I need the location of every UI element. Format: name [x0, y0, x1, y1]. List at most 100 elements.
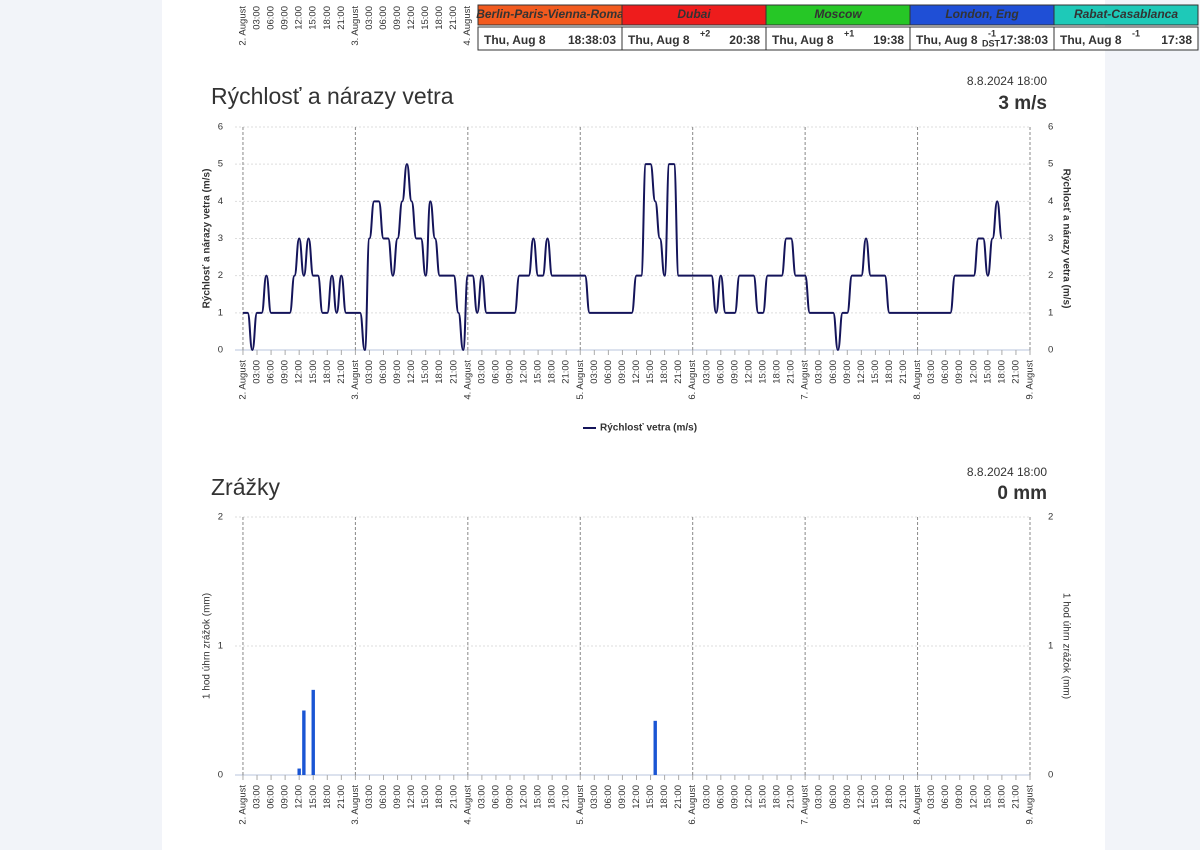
x-tick-label: 03:00 [364, 360, 375, 384]
x-tick-label: 09:00 [280, 6, 291, 30]
y-tick-label: 5 [218, 159, 223, 170]
x-tick-label: 15:00 [308, 785, 319, 809]
x-tick-label: 03:00 [926, 360, 937, 384]
y-tick-label: 1 [218, 307, 223, 318]
y-tick-label: 4 [218, 196, 223, 207]
x-tick-label: 12:00 [743, 785, 754, 809]
x-tick-label: 03:00 [926, 785, 937, 809]
x-tick-label: 15:00 [420, 6, 431, 30]
x-tick-label: 09:00 [729, 360, 740, 384]
x-tick-label: 09:00 [842, 785, 853, 809]
clock-time: 17:38:03 [1000, 33, 1048, 47]
clock-offset: +1 [844, 28, 854, 38]
x-tick-label: 21:00 [898, 785, 909, 809]
precip-bar [297, 768, 301, 775]
x-tick-label: 6. August [687, 360, 698, 400]
x-tick-label: 15:00 [645, 785, 656, 809]
y2-tick-label: 3 [1048, 233, 1053, 244]
x-tick-label: 06:00 [828, 360, 839, 384]
x-tick-label: 6. August [687, 785, 698, 825]
x-tick-label: 21:00 [336, 785, 347, 809]
y2-tick-label: 2 [1048, 270, 1053, 281]
x-tick-label: 03:00 [252, 360, 263, 384]
x-tick-label: 06:00 [603, 360, 614, 384]
clock-offset: -1 [988, 28, 996, 38]
precip-bar [311, 689, 315, 775]
wind-line [242, 163, 1003, 352]
clock-dst: DST [982, 38, 1001, 48]
x-tick-label: 3. August [350, 785, 361, 825]
x-tick-label: 2. August [237, 360, 248, 400]
x-tick-label: 06:00 [715, 360, 726, 384]
x-tick-label: 12:00 [294, 6, 305, 30]
y2-tick-label: 2 [1048, 512, 1053, 523]
x-tick-label: 21:00 [448, 360, 459, 384]
x-tick-label: 03:00 [701, 785, 712, 809]
x-tick-label: 03:00 [814, 360, 825, 384]
y2-tick-label: 6 [1048, 122, 1053, 133]
clock-date: Thu, Aug 8 [1060, 33, 1122, 47]
x-tick-label: 03:00 [814, 785, 825, 809]
clock-time: 18:38:03 [568, 33, 616, 47]
x-tick-label: 3. August [350, 6, 361, 46]
x-tick-label: 12:00 [743, 360, 754, 384]
x-tick-label: 03:00 [476, 360, 487, 384]
x-tick-label: 18:00 [884, 785, 895, 809]
chart-title: Rýchlosť a nárazy vetra [211, 83, 454, 109]
clock-date: Thu, Aug 8 [916, 33, 978, 47]
x-tick-label: 18:00 [434, 6, 445, 30]
x-tick-label: 4. August [462, 785, 473, 825]
x-tick-label: 21:00 [336, 6, 347, 30]
x-tick-label: 12:00 [406, 6, 417, 30]
x-tick-label: 03:00 [476, 785, 487, 809]
x-tick-label: 18:00 [659, 785, 670, 809]
x-tick-label: 18:00 [322, 785, 333, 809]
x-tick-label: 06:00 [266, 785, 277, 809]
y2-axis-title: Rýchlosť a nárazy vetra (m/s) [1060, 169, 1071, 309]
x-tick-label: 18:00 [434, 785, 445, 809]
x-tick-label: 21:00 [561, 785, 572, 809]
x-tick-label: 21:00 [1010, 785, 1021, 809]
x-tick-label: 06:00 [940, 785, 951, 809]
clock-offset: -1 [1132, 28, 1140, 38]
x-tick-label: 9. August [1025, 785, 1036, 825]
y2-tick-label: 0 [1048, 770, 1053, 781]
x-tick-label: 03:00 [252, 6, 263, 30]
x-tick-label: 21:00 [448, 6, 459, 30]
x-tick-label: 09:00 [392, 360, 403, 384]
x-tick-label: 03:00 [589, 360, 600, 384]
clock-time: 17:38 [1161, 33, 1192, 47]
x-tick-label: 7. August [800, 785, 811, 825]
x-tick-label: 15:00 [870, 785, 881, 809]
x-tick-label: 15:00 [308, 360, 319, 384]
x-tick-label: 03:00 [364, 785, 375, 809]
clock-city: Berlin-Paris-Vienna-Roma [476, 7, 624, 21]
x-tick-label: 15:00 [982, 785, 993, 809]
y2-tick-label: 1 [1048, 307, 1053, 318]
x-tick-label: 15:00 [420, 785, 431, 809]
x-tick-label: 12:00 [294, 360, 305, 384]
x-tick-label: 09:00 [617, 785, 628, 809]
clock-city: Moscow [814, 7, 862, 21]
timestamp: 8.8.2024 18:00 [967, 465, 1047, 479]
x-tick-label: 15:00 [533, 360, 544, 384]
clock-city: Dubai [677, 7, 711, 21]
x-tick-label: 12:00 [406, 360, 417, 384]
x-tick-label: 09:00 [842, 360, 853, 384]
x-tick-label: 15:00 [308, 6, 319, 30]
current-value: 3 m/s [998, 93, 1047, 114]
x-tick-label: 09:00 [954, 785, 965, 809]
x-tick-label: 5. August [575, 785, 586, 825]
x-tick-label: 12:00 [294, 785, 305, 809]
x-tick-label: 09:00 [392, 6, 403, 30]
y2-axis-title: 1 hod úhrn zrážok (mm) [1060, 593, 1071, 699]
precip-bar [653, 720, 657, 775]
x-tick-label: 09:00 [617, 360, 628, 384]
x-tick-label: 18:00 [547, 785, 558, 809]
x-tick-label: 12:00 [631, 785, 642, 809]
x-tick-label: 18:00 [996, 785, 1007, 809]
clock-date: Thu, Aug 8 [628, 33, 690, 47]
y-tick-label: 2 [218, 270, 223, 281]
